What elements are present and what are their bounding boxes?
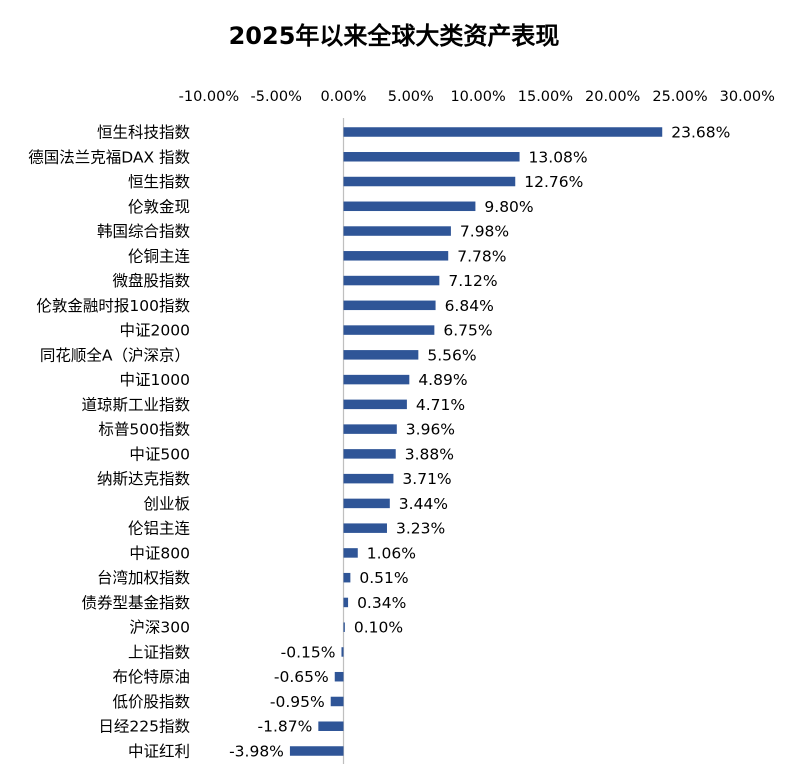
value-label: 3.96% [406,421,455,439]
category-label: 低价股指数 [112,693,190,711]
bar [343,127,663,137]
bar [343,572,351,583]
value-label: 13.08% [529,148,588,166]
x-axis-ticks: -10.00% -5.00% 0.00% 5.00% 10.00% 15.00% 20.00… [179,89,775,105]
value-label: 1.06% [367,544,416,562]
value-label: 0.34% [357,594,406,612]
bar [341,647,344,657]
bar [343,449,396,459]
category-label: 恒生指数 [128,173,191,191]
category-label: 中证500 [129,445,190,463]
bar [343,275,440,286]
x-tick-label: 5.00% [388,89,434,105]
bar [334,671,344,682]
value-label: -0.65% [274,668,329,686]
bar [343,300,436,311]
x-tick-label: 25.00% [652,89,707,105]
category-label: 上证指数 [128,643,191,661]
category-label: 韩国综合指数 [97,223,191,241]
category-label: 微盘股指数 [112,271,190,290]
bars [289,127,663,756]
bar [343,399,407,410]
category-label: 布伦特原油 [112,668,190,686]
category-label: 日经225指数 [98,718,190,736]
x-tick-label: 15.00% [518,89,573,105]
bar [330,696,344,707]
value-label: 6.75% [443,322,492,340]
value-label: 3.44% [399,495,448,513]
bar [343,152,520,162]
value-labels: 23.68% 13.08% 12.76% 9.80% 7.98% 7.78% 7.12% 6.… [229,124,730,761]
value-label: 12.76% [524,173,583,191]
chart-title: 2025年以来全球大类资产表现 [229,22,560,50]
value-label: -1.87% [257,718,312,736]
value-label: 4.89% [418,371,467,389]
category-label: 同花顺全A（沪深京） [40,346,190,364]
value-label: 4.71% [416,396,465,414]
bar [343,226,451,236]
value-label: 23.68% [671,124,730,142]
bar [343,350,419,360]
value-label: 3.71% [402,470,451,488]
category-label: 中证1000 [120,371,190,389]
category-label: 伦铝主连 [128,520,191,538]
category-label: 德国法兰克福DAX 指数 [28,148,190,166]
category-label: 中证红利 [128,743,190,761]
value-label: 0.10% [354,619,403,637]
category-label: 纳斯达克指数 [97,470,191,488]
bar [343,251,449,261]
category-label: 中证800 [129,544,190,562]
bar [343,498,390,509]
category-label: 台湾加权指数 [97,569,191,587]
category-label: 中证2000 [120,322,190,340]
bar [343,424,397,434]
value-label: 7.78% [457,247,506,265]
value-label: 7.12% [448,272,497,290]
x-tick-label: -5.00% [251,89,302,105]
value-label: 3.23% [396,520,445,538]
value-label: -0.15% [281,643,336,661]
bar [343,523,387,533]
bar [318,721,344,731]
category-label: 伦铜主连 [128,247,191,265]
x-tick-label: 20.00% [585,89,640,105]
bar [343,374,410,385]
x-tick-label: 0.00% [320,89,366,105]
x-tick-label: 10.00% [450,89,505,105]
x-tick-label: -10.00% [179,89,240,105]
bar [289,746,344,756]
value-label: 9.80% [484,198,533,216]
category-label: 伦敦金现 [128,198,190,216]
x-tick-label: 30.00% [720,89,775,105]
category-label: 伦敦金融时报100指数 [36,297,190,315]
value-label: 7.98% [460,223,509,241]
bar [343,622,345,632]
bar [343,597,349,608]
category-label: 沪深300 [129,619,190,637]
bar [343,325,435,335]
category-label: 债券型基金指数 [81,594,190,612]
bar [343,176,516,187]
category-label: 道琼斯工业指数 [81,396,190,414]
category-label: 标普500指数 [98,421,190,439]
bar [343,473,394,484]
value-label: 0.51% [359,569,408,587]
value-label: 6.84% [445,297,494,315]
value-label: -0.95% [270,693,325,711]
value-label: 5.56% [427,346,476,364]
bar [343,201,476,212]
bar [343,548,358,558]
category-label: 创业板 [143,495,190,513]
value-label: -3.98% [229,743,284,761]
category-label: 恒生科技指数 [97,124,191,142]
value-label: 3.88% [405,445,454,463]
